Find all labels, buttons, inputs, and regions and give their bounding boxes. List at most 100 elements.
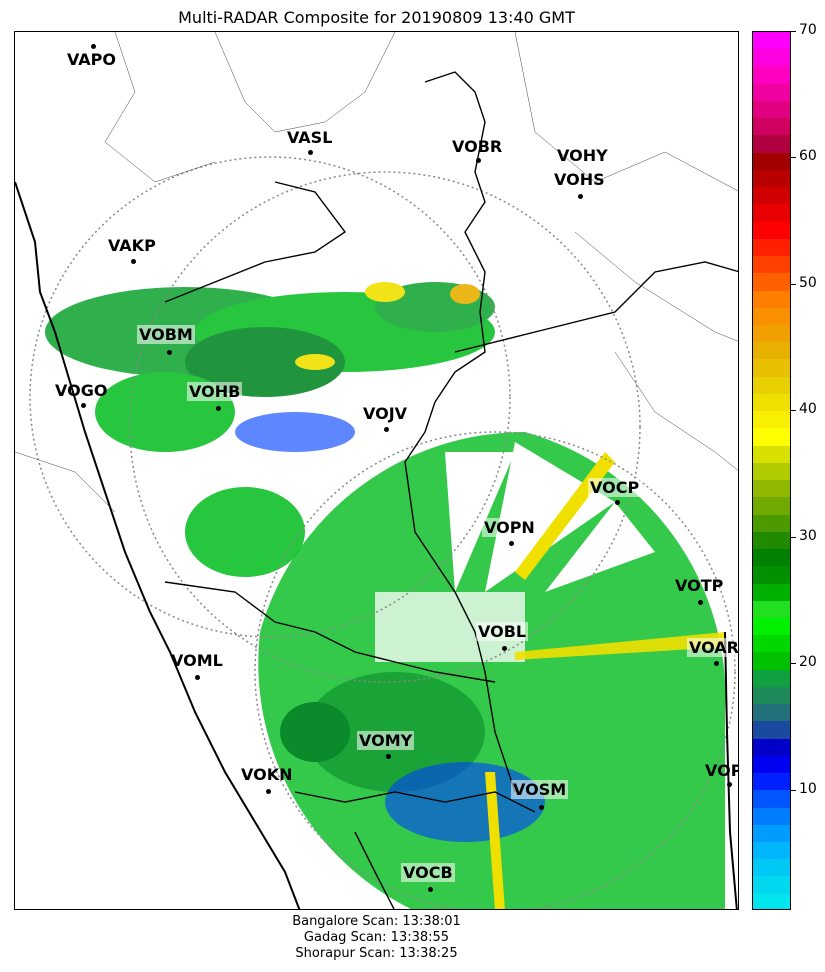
- colorbar-segment: [753, 738, 790, 756]
- station-vobl-marker: [502, 646, 507, 651]
- colorbar-segment: [753, 238, 790, 257]
- colorbar-segment: [753, 497, 790, 515]
- state-borders: [164, 71, 738, 909]
- colorbar-segment: [753, 135, 790, 153]
- station-vopn-marker: [509, 541, 514, 546]
- colorbar-segment: [753, 893, 790, 909]
- echo-south-disc: [258, 431, 726, 909]
- station-vopn: VOPN: [482, 518, 537, 537]
- colorbar-segment: [753, 514, 790, 532]
- station-label: VOTP: [675, 576, 724, 595]
- station-voml: VOML: [169, 651, 225, 670]
- station-label: VOPC: [705, 761, 738, 780]
- station-label: VOAR: [687, 638, 739, 657]
- colorbar-tick-mark: [791, 157, 796, 159]
- station-vogo-marker: [81, 403, 86, 408]
- station-vokn-marker: [266, 789, 271, 794]
- scan-time-bangalore: Bangalore Scan: 13:38:01: [292, 914, 461, 929]
- scan-time-shorapur: Shorapur Scan: 13:38:25: [295, 946, 458, 961]
- colorbar-segment: [753, 445, 790, 463]
- station-vopc-marker: [727, 782, 732, 787]
- colorbar-segment: [753, 600, 790, 618]
- station-vocb-marker: [428, 887, 433, 892]
- station-vojv-marker: [384, 427, 389, 432]
- colorbar-segment: [753, 824, 790, 843]
- colorbar-segment: [753, 83, 790, 101]
- station-vobm: VOBM: [137, 325, 195, 344]
- station-vasl-marker: [308, 150, 313, 155]
- colorbar-segment: [753, 256, 790, 274]
- station-vohb: VOHB: [187, 382, 243, 401]
- station-label: VOGO: [55, 381, 108, 400]
- colorbar-segment: [753, 721, 790, 739]
- station-vasl: VASL: [285, 128, 334, 147]
- colorbar-segment: [753, 204, 790, 222]
- colorbar-segment: [753, 807, 790, 825]
- colorbar-segment: [753, 66, 790, 84]
- colorbar-tick-label: 70: [799, 22, 817, 38]
- colorbar-segment: [753, 152, 790, 170]
- colorbar-segment: [753, 669, 790, 687]
- colorbar-tick-mark: [791, 789, 796, 791]
- station-label: VOCB: [401, 863, 455, 882]
- station-voml-marker: [195, 675, 200, 680]
- station-label: VOHB: [187, 382, 243, 401]
- colorbar-segment: [753, 704, 790, 722]
- station-vohb-marker: [216, 406, 221, 411]
- colorbar-segment: [753, 307, 790, 325]
- colorbar-segment: [753, 100, 790, 119]
- colorbar-segment: [753, 566, 790, 584]
- colorbar-segment: [753, 393, 790, 412]
- station-vojv: VOJV: [361, 404, 409, 423]
- colorbar-segment: [753, 531, 790, 550]
- station-label: VOML: [171, 651, 223, 670]
- station-label: VOPN: [482, 518, 537, 537]
- colorbar-segment: [753, 480, 790, 498]
- colorbar-segment: [753, 859, 790, 877]
- station-vocp: VOCP: [588, 478, 642, 497]
- station-vopc: VOPC: [703, 761, 738, 780]
- station-vohy: VOHY: [555, 146, 610, 165]
- station-voar: VOAR: [687, 638, 739, 657]
- colorbar-tick-label: 30: [799, 527, 817, 544]
- colorbar-tick-mark: [791, 410, 796, 412]
- colorbar-segment: [753, 842, 790, 860]
- station-label: VOKN: [241, 765, 293, 784]
- station-vakp-marker: [131, 259, 136, 264]
- colorbar-tick-mark: [791, 663, 796, 665]
- colorbar-segment: [753, 876, 790, 894]
- colorbar-segment: [753, 549, 790, 567]
- station-voar-marker: [714, 661, 719, 666]
- station-label: VOJV: [363, 404, 408, 423]
- colorbar-segment: [753, 411, 790, 429]
- colorbar-segment: [753, 652, 790, 670]
- colorbar-tick-mark: [791, 283, 796, 285]
- colorbar-segment: [753, 169, 790, 188]
- colorbar-segment: [753, 376, 790, 394]
- colorbar-segment: [753, 755, 790, 774]
- station-vosm: VOSM: [511, 780, 569, 799]
- colorbar-segment: [753, 32, 790, 50]
- radar-map[interactable]: VAPO VASL VOBR VOHY VOHS VAKP VOBM VOGO …: [14, 31, 739, 910]
- colorbar-segment: [753, 790, 790, 808]
- station-vobl: VOBL: [476, 622, 529, 641]
- station-vobm-marker: [167, 350, 172, 355]
- colorbar-segment: [753, 773, 790, 791]
- station-label: VAPO: [67, 50, 117, 69]
- reflectivity-colorbar: [752, 31, 791, 910]
- colorbar-segment: [753, 583, 790, 601]
- colorbar-segment: [753, 290, 790, 308]
- scan-times: Bangalore Scan: 13:38:01 Gadag Scan: 13:…: [14, 914, 739, 962]
- radar-range-rings: [29, 156, 736, 909]
- station-votp: VOTP: [673, 576, 725, 595]
- station-label: VOBM: [137, 325, 195, 344]
- radar-map-canvas: [15, 32, 738, 909]
- colorbar-segment: [753, 324, 790, 343]
- colorbar-segment: [753, 359, 790, 377]
- colorbar-segment: [753, 118, 790, 136]
- station-label: VOCP: [588, 478, 642, 497]
- colorbar-tick-mark: [791, 31, 796, 32]
- district-lines: [15, 32, 738, 513]
- colorbar-segment: [753, 617, 790, 636]
- station-vocb: VOCB: [401, 863, 455, 882]
